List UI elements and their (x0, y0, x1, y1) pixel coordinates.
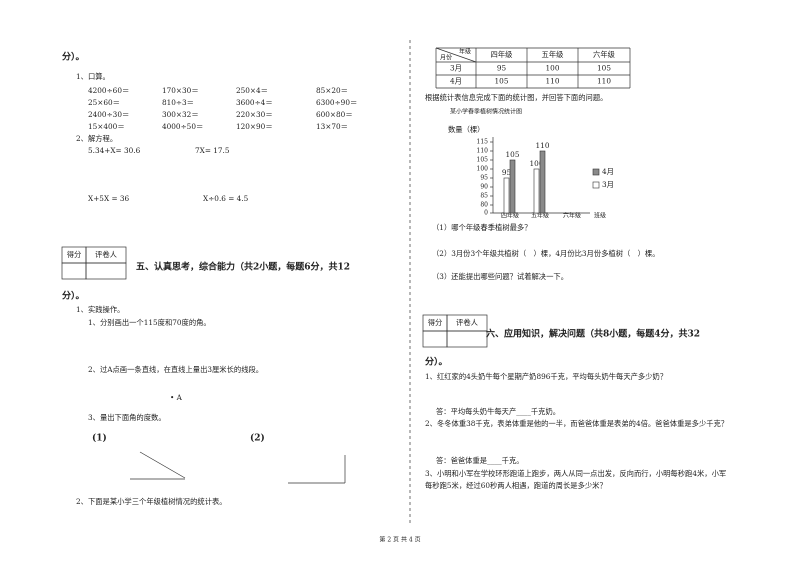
sub-question: 2、过A点画一条直线，在直线上量出3厘米长的线段。 (88, 365, 263, 374)
oral-item: 4000÷50＝ (162, 122, 203, 131)
oral-item: 3600÷4＝ (236, 98, 273, 107)
table-cell: 105 (495, 77, 509, 86)
question: 1、红红家的4头奶牛每个星期产奶896千克，平均每头奶牛每天产多少奶？ (425, 372, 667, 381)
oral-item: 810÷3＝ (162, 98, 194, 107)
score-cell (61, 262, 87, 280)
instruction: 根据统计表信息完成下面的统计图，并回答下面的问题。 (425, 93, 607, 102)
table-diagonal (435, 47, 477, 63)
score-cell (85, 262, 127, 280)
angle-label: (1) (92, 433, 107, 444)
oral-item: 15×400＝ (88, 122, 125, 131)
oral-item: 300×32＝ (162, 110, 199, 119)
score-label: 评卷人 (456, 318, 479, 327)
question: （3）还能提出哪些问题？试着解决一下。 (432, 272, 568, 281)
equation: X÷0.6 = 4.5 (203, 194, 249, 203)
legend-swatch (592, 168, 600, 176)
legend-label: 3月 (602, 180, 614, 189)
question: 3、小明和小军在学校环形跑道上跑步，两人从同一点出发，反向而行，小明每秒跑4米，… (425, 469, 726, 478)
table-cell: 100 (546, 64, 560, 73)
y-tick-label: 90 (480, 184, 488, 191)
question: （2）3月份3个年级共植树（ ）棵，4月份比3月份多植树（ ）棵。 (432, 249, 660, 258)
y-tick-label: 0 (484, 210, 488, 217)
question: 每秒跑5米，经过60秒两人相遇，跑道的周长是多少米？ (425, 481, 607, 490)
y-tick-label: 80 (480, 202, 488, 209)
score-cell (422, 330, 448, 348)
angle-1-arm (139, 451, 186, 479)
table-corner: 年级 (459, 48, 471, 56)
x-axis-label: 班级 (594, 212, 606, 220)
angle-label: (2) (250, 433, 265, 444)
y-tick-label: 95 (480, 175, 488, 182)
question: 2、冬冬体重38千克，表弟体重是他的一半，而爸爸体重是表弟的4倍。爸爸体重是多少… (425, 419, 728, 428)
table-header: 五年级 (542, 50, 565, 59)
value-label: 95 (502, 168, 512, 177)
section-heading: 六、应用知识，解决问题（共8小题，每题4分，共32 (486, 328, 700, 340)
equation: X+5X = 36 (88, 194, 130, 203)
oral-item: 220×30＝ (236, 110, 273, 119)
y-tick-label: 100 (477, 166, 489, 173)
continuation: 分）。 (62, 51, 85, 63)
answer: 答：爸爸体重是____千克。 (436, 456, 524, 465)
bar (533, 168, 540, 214)
oral-item: 600×80＝ (316, 110, 353, 119)
x-tick-label: 六年级 (563, 212, 581, 220)
y-axis-label: 数量（棵） (448, 125, 484, 134)
continuation: 分）。 (62, 290, 85, 302)
value-label: 105 (506, 150, 520, 159)
y-tick-label: 110 (477, 148, 489, 155)
continuation: 分）。 (425, 356, 448, 368)
question: 2、下面是某小学三个年级植树情况的统计表。 (76, 497, 227, 506)
sub-question: 3、量出下面角的度数。 (88, 413, 166, 422)
question: 1、实践操作。 (76, 305, 124, 314)
oral-item: 120×90＝ (236, 122, 273, 131)
table-header: 六年级 (593, 50, 616, 59)
oral-item: 170×30＝ (162, 86, 199, 95)
x-tick-label: 四年级 (501, 212, 519, 220)
table-header: 四年级 (491, 50, 514, 59)
table-cell: 3月 (450, 64, 462, 73)
oral-item: 250×4＝ (236, 86, 268, 95)
question: 1、口算。 (76, 72, 110, 81)
chart-title: 某小学春季植树情况统计图 (450, 108, 522, 116)
value-label: 100 (530, 159, 544, 168)
score-label: 得分 (428, 318, 443, 327)
table-cell: 105 (597, 64, 611, 73)
bar (503, 177, 510, 214)
page-footer: 第 2 页 共 4 页 (379, 536, 420, 544)
y-tick-label: 85 (480, 193, 488, 200)
answer: 答：平均每头奶牛每天产____千克奶。 (436, 407, 560, 416)
score-label: 得分 (67, 250, 82, 259)
bar (539, 150, 546, 214)
section-heading: 五、认真思考，综合能力（共2小题，每题6分，共12 (136, 261, 350, 273)
bar (509, 159, 516, 214)
y-tick-label: 115 (477, 139, 489, 146)
oral-item: 13×70＝ (316, 122, 348, 131)
equation: 5.34+X= 30.6 (88, 146, 141, 155)
equation: 7X= 17.5 (195, 146, 230, 155)
question: 2、解方程。 (76, 134, 117, 143)
x-tick-label: 五年级 (531, 212, 549, 220)
table-cell: 4月 (450, 77, 462, 86)
oral-item: 85×20＝ (316, 86, 348, 95)
question: （1）哪个年级春季植树最多？ (432, 223, 532, 232)
legend-swatch (592, 181, 600, 189)
table-corner: 月份 (440, 54, 452, 62)
sub-question: 1、分别画出一个115度和70度的角。 (88, 318, 211, 327)
table-cell: 95 (497, 64, 507, 73)
table-cell: 110 (597, 77, 611, 86)
table-cell: 110 (546, 77, 560, 86)
score-cell (446, 330, 488, 348)
point-label: • A (170, 393, 183, 402)
legend-label: 4月 (602, 167, 614, 176)
oral-item: 25×60＝ (88, 98, 120, 107)
score-label: 评卷人 (95, 250, 118, 259)
y-tick-label: 105 (477, 157, 489, 164)
value-label: 110 (536, 141, 550, 150)
oral-item: 6300÷90＝ (316, 98, 357, 107)
oral-item: 2400÷30＝ (88, 110, 129, 119)
oral-item: 4200÷60＝ (88, 86, 129, 95)
